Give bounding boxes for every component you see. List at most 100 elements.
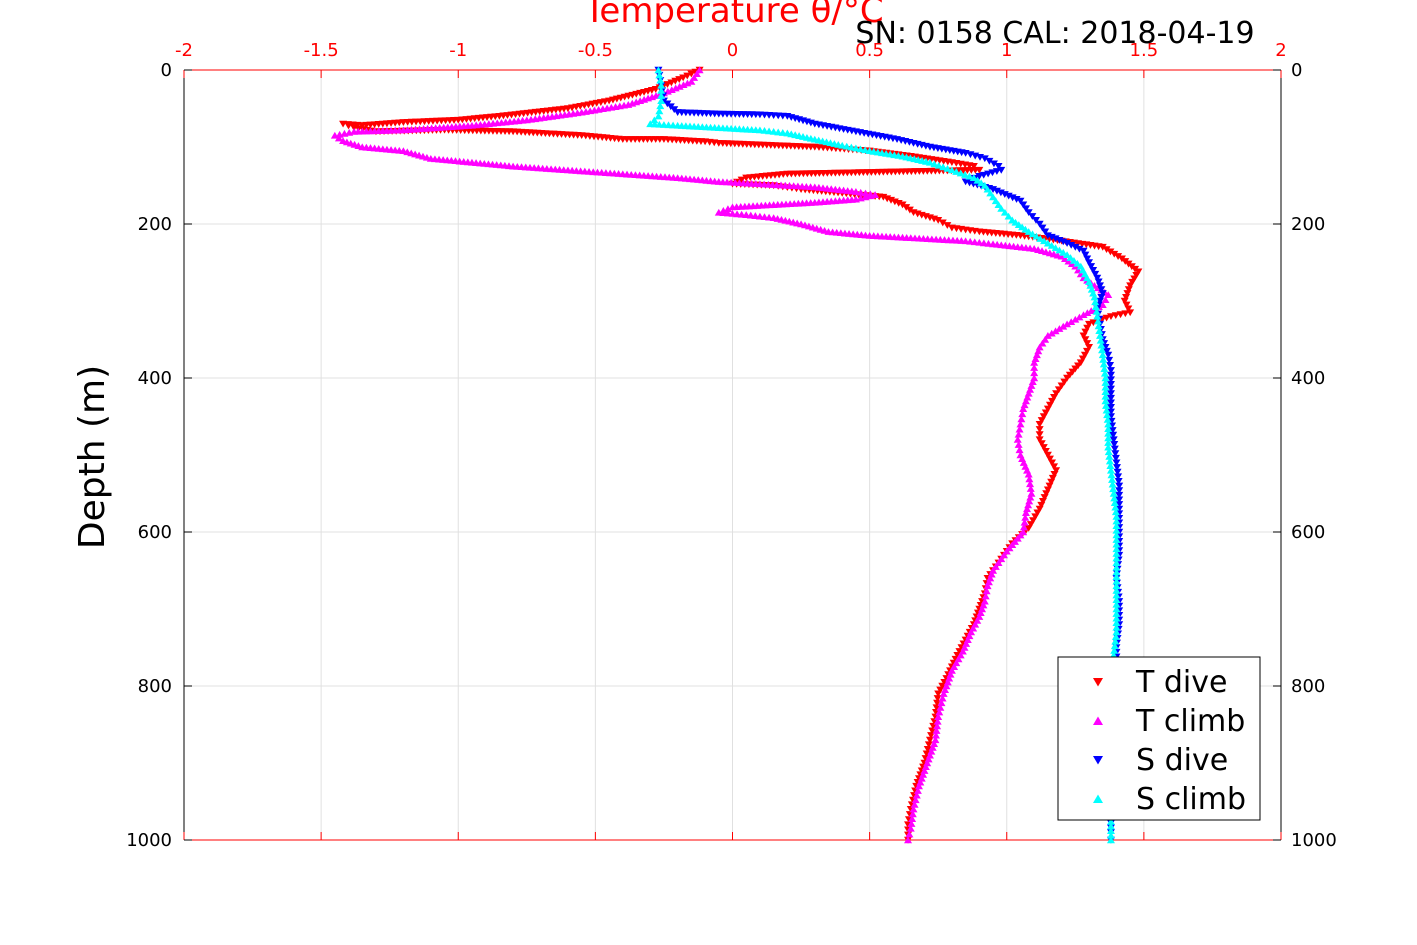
data-point xyxy=(1028,230,1037,238)
data-point xyxy=(1109,431,1118,439)
data-point xyxy=(1089,267,1098,274)
data-point xyxy=(1004,212,1013,220)
y-tick-label-left: 1000 xyxy=(126,830,172,851)
data-point xyxy=(1030,369,1039,377)
data-point xyxy=(994,201,1003,208)
data-point xyxy=(344,122,353,130)
data-point xyxy=(1112,623,1121,631)
data-point xyxy=(1087,307,1096,315)
data-point xyxy=(1087,263,1096,270)
data-point xyxy=(1093,312,1102,320)
data-point xyxy=(1112,545,1121,553)
data-point xyxy=(1050,463,1059,471)
data-point xyxy=(1110,642,1119,650)
data-point xyxy=(975,173,984,180)
data-point xyxy=(1083,324,1092,332)
data-point xyxy=(1071,243,1080,251)
data-point xyxy=(1106,367,1115,374)
data-point xyxy=(907,820,916,827)
data-point xyxy=(1094,322,1103,330)
data-point xyxy=(1112,628,1121,636)
data-point xyxy=(1035,505,1044,513)
data-point xyxy=(1039,444,1048,451)
data-point xyxy=(1106,827,1115,834)
x-tick-label: -1 xyxy=(449,40,467,61)
data-point xyxy=(339,120,348,128)
data-point xyxy=(1024,470,1033,478)
data-point xyxy=(997,555,1006,563)
data-point xyxy=(1106,248,1115,256)
data-point xyxy=(969,174,978,181)
data-point xyxy=(909,805,918,813)
data-point xyxy=(1115,487,1124,495)
data-point xyxy=(1069,256,1078,264)
data-point xyxy=(1093,274,1102,282)
data-point xyxy=(1000,208,1009,216)
data-point xyxy=(1112,536,1121,543)
data-point xyxy=(1016,197,1025,205)
data-point xyxy=(1091,270,1100,278)
data-point xyxy=(1115,491,1124,499)
data-point xyxy=(1105,356,1114,364)
data-point xyxy=(1109,489,1118,497)
data-point xyxy=(1024,209,1033,217)
data-point xyxy=(1112,522,1121,530)
data-point xyxy=(1051,327,1060,335)
data-point xyxy=(1113,468,1122,476)
data-point xyxy=(933,695,942,702)
data-point xyxy=(1106,399,1115,407)
data-point xyxy=(1067,241,1076,249)
data-point xyxy=(1036,235,1045,242)
y-tick-label-right: 200 xyxy=(1291,214,1325,235)
data-point xyxy=(1037,440,1046,448)
data-point xyxy=(1024,501,1033,509)
data-point xyxy=(1095,327,1104,335)
data-point xyxy=(723,205,732,213)
data-point xyxy=(650,116,659,124)
data-point xyxy=(1052,467,1061,474)
data-point xyxy=(1112,540,1121,548)
data-point xyxy=(1112,464,1121,471)
data-point xyxy=(1104,443,1113,451)
data-point xyxy=(908,810,917,818)
x-tick-label: 1.5 xyxy=(1130,40,1159,61)
data-point xyxy=(1102,347,1111,355)
y-tick-label-right: 400 xyxy=(1291,368,1325,389)
data-point xyxy=(656,76,665,84)
data-point xyxy=(1111,637,1120,645)
data-point xyxy=(1114,477,1123,485)
data-point xyxy=(1047,329,1056,337)
data-point xyxy=(1017,415,1026,423)
data-point xyxy=(1111,454,1120,462)
data-point xyxy=(1085,344,1094,351)
data-point xyxy=(1101,383,1110,391)
data-point xyxy=(1112,577,1121,585)
data-point xyxy=(654,112,663,120)
data-point xyxy=(1101,374,1110,382)
data-point xyxy=(1043,239,1052,247)
data-point xyxy=(1078,355,1087,363)
data-point xyxy=(1101,397,1110,405)
x-tick-label: 0 xyxy=(727,40,738,61)
data-point xyxy=(1110,441,1119,448)
data-point xyxy=(902,204,911,211)
data-point xyxy=(1092,307,1101,315)
data-point xyxy=(1043,486,1052,494)
data-point xyxy=(934,690,943,698)
data-point xyxy=(1048,459,1057,467)
data-point xyxy=(1112,582,1121,590)
data-point xyxy=(943,164,952,172)
data-point xyxy=(1031,513,1040,521)
data-point xyxy=(1019,201,1028,209)
data-point xyxy=(1035,431,1044,439)
data-point xyxy=(330,131,339,139)
data-point xyxy=(1096,336,1105,344)
data-point xyxy=(1112,605,1121,613)
data-point xyxy=(657,97,666,104)
data-point xyxy=(1124,286,1133,294)
data-point xyxy=(922,750,931,758)
data-point xyxy=(1128,278,1137,286)
data-point xyxy=(1112,554,1121,562)
data-point xyxy=(1098,290,1107,297)
data-point xyxy=(1060,378,1069,386)
